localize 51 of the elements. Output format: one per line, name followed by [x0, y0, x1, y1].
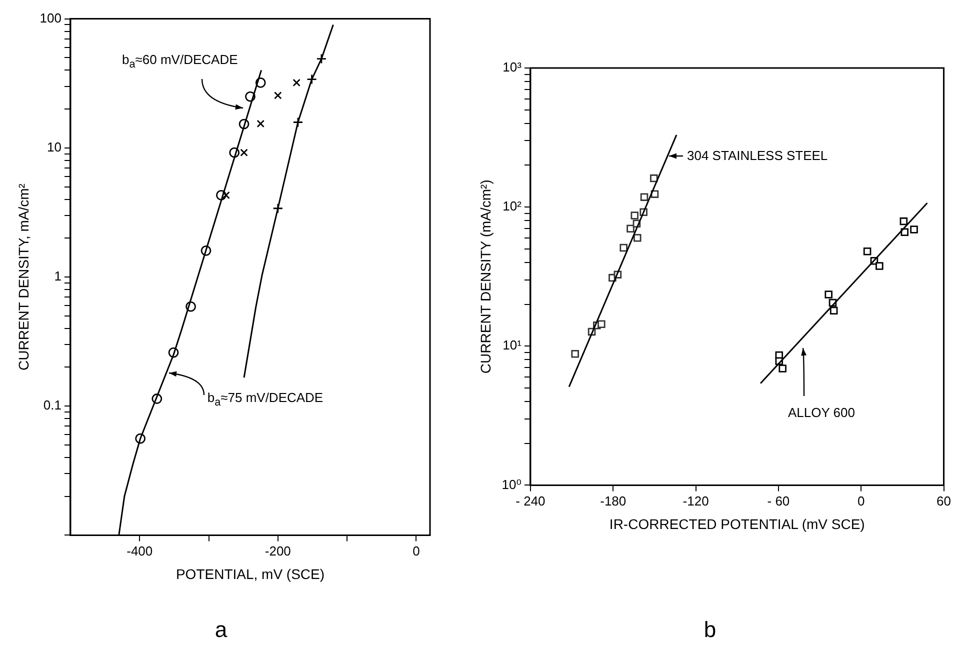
annotation: b$_{a}$≈60 mV/DECADE [122, 51, 238, 73]
point [256, 120, 264, 128]
point [240, 148, 248, 156]
text: b [704, 616, 716, 642]
x-tick-label: -120 [682, 494, 709, 509]
point [830, 306, 838, 315]
x-tick-label: - 60 [767, 494, 790, 509]
annotation: 304 STAINLESS STEEL [687, 147, 828, 165]
point [222, 191, 230, 200]
point [272, 203, 284, 214]
point [650, 174, 658, 182]
x-axis-title: POTENTIAL, mV (SCE) [176, 566, 325, 582]
x-tick-label: 60 [936, 494, 952, 509]
y-tick-label: 100 [40, 10, 62, 26]
point [626, 224, 634, 232]
y-tick-label: 10³ [502, 60, 522, 75]
point [571, 350, 579, 358]
point [900, 217, 908, 226]
point [876, 262, 884, 270]
point [640, 193, 648, 201]
point [316, 54, 327, 64]
y-tick-label: 10 [47, 139, 62, 154]
point [292, 117, 304, 128]
point [630, 212, 639, 220]
x-tick-label: 0 [857, 494, 865, 509]
x-tick-label: - 240 [516, 494, 546, 509]
point [306, 74, 317, 84]
point [778, 364, 786, 372]
y-tick-label: 10² [502, 198, 522, 214]
x-tick-label: -400 [126, 544, 153, 559]
y-tick-label: 10¹ [502, 338, 522, 353]
point [910, 226, 918, 234]
x-axis-title: IR-CORRECTED POTENTIAL (mV SCE) [609, 516, 865, 532]
x-tick-label: 0 [412, 544, 420, 559]
text: a [214, 616, 228, 642]
y-tick-label: 1 [54, 268, 62, 284]
y-tick-label: 10⁰ [502, 476, 522, 492]
x-tick-label: -200 [264, 544, 291, 559]
point [633, 234, 642, 242]
point [620, 244, 628, 252]
annotation: ALLOY 600 [788, 404, 855, 422]
y-axis-title: CURRENT DENSITY, mA/cm² [15, 183, 32, 370]
point [292, 78, 300, 87]
point [598, 320, 606, 328]
y-tick-label: 0.1 [43, 398, 62, 413]
point [863, 248, 872, 256]
point [274, 92, 282, 100]
x-tick-label: -180 [600, 494, 626, 509]
annotation: b$_{a}$≈75 mV/DECADE [207, 389, 324, 411]
point [824, 290, 832, 298]
y-axis-title: CURRENT DENSITY (mA/cm²) [477, 180, 494, 374]
